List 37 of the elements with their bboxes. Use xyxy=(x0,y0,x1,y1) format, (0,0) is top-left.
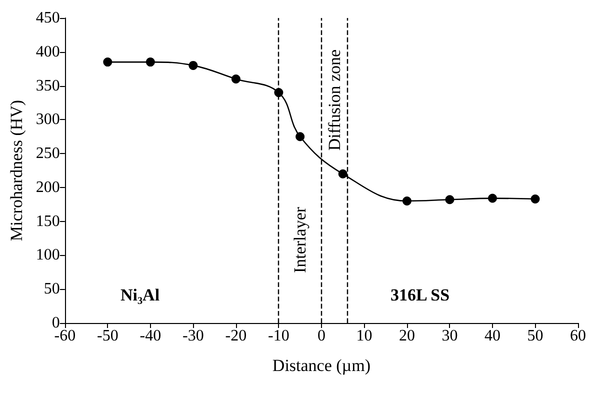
point xyxy=(296,132,305,142)
y-tick-label: 50 xyxy=(44,280,60,298)
x-tick-label: 60 xyxy=(570,328,586,344)
x-tick-label: 0 xyxy=(317,328,326,344)
point xyxy=(146,58,155,67)
x-tick-label: 30 xyxy=(442,328,458,344)
x-tick-label: -50 xyxy=(96,328,118,344)
point xyxy=(530,194,540,204)
y-tick-label: 100 xyxy=(36,246,60,264)
point xyxy=(402,196,412,206)
x-tick-label: -40 xyxy=(140,328,162,344)
x-tick-label: 40 xyxy=(484,328,500,344)
point xyxy=(188,60,198,70)
point xyxy=(103,58,112,67)
x-tick-label: -10 xyxy=(268,328,290,344)
x-tick-label: 20 xyxy=(398,328,415,344)
x-axis-title: Distance (µm) xyxy=(272,356,370,375)
y-tick-label: 200 xyxy=(36,178,60,196)
point xyxy=(445,195,454,204)
y-tick-label: 250 xyxy=(36,145,60,162)
annotation: Interlayer xyxy=(290,206,310,274)
point xyxy=(231,74,240,84)
point xyxy=(488,194,497,203)
point xyxy=(338,169,348,178)
annotation: Diffusion zone xyxy=(324,49,344,151)
y-axis-title: Microhardness (HV) xyxy=(7,100,26,242)
y-tick-label: 350 xyxy=(36,77,60,94)
y-tick-label: 450 xyxy=(36,10,60,26)
annotation: 316L SS xyxy=(390,286,450,304)
x-tick-label: -20 xyxy=(225,328,247,344)
annotation: Ni₃Al xyxy=(120,286,160,304)
x-tick-label: 50 xyxy=(527,328,544,344)
x-tick-label: -30 xyxy=(182,328,204,344)
x-tick-label: 10 xyxy=(356,328,372,344)
y-tick-label: 400 xyxy=(36,43,60,60)
y-tick-label: 300 xyxy=(36,111,60,128)
y-tick-label: 150 xyxy=(36,212,60,230)
